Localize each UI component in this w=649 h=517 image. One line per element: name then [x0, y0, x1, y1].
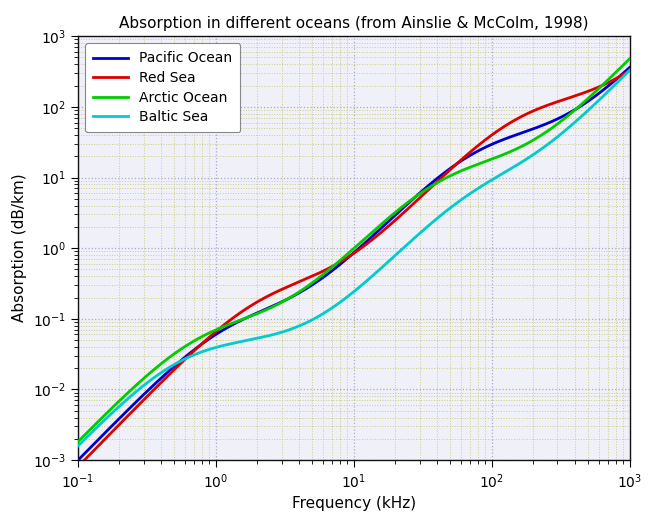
Red Sea	[609, 77, 617, 83]
Line: Arctic Ocean: Arctic Ocean	[78, 59, 630, 442]
Baltic Sea	[626, 67, 633, 73]
Red Sea	[609, 77, 617, 83]
Baltic Sea	[342, 295, 350, 301]
Arctic Ocean	[342, 252, 350, 258]
Pacific Ocean	[74, 457, 82, 463]
Arctic Ocean	[626, 56, 633, 62]
X-axis label: Frequency (kHz): Frequency (kHz)	[291, 496, 416, 511]
Title: Absorption in different oceans (from Ainslie & McColm, 1998): Absorption in different oceans (from Ain…	[119, 16, 589, 31]
Baltic Sea	[609, 83, 617, 89]
Arctic Ocean	[609, 71, 617, 78]
Legend: Pacific Ocean, Red Sea, Arctic Ocean, Baltic Sea: Pacific Ocean, Red Sea, Arctic Ocean, Ba…	[85, 43, 240, 132]
Baltic Sea	[609, 83, 617, 89]
Arctic Ocean	[508, 148, 516, 154]
Pacific Ocean	[508, 133, 516, 140]
Pacific Ocean	[328, 268, 336, 275]
Red Sea	[342, 255, 350, 262]
Line: Pacific Ocean: Pacific Ocean	[78, 68, 630, 460]
Red Sea	[508, 118, 516, 125]
Arctic Ocean	[609, 72, 617, 78]
Pacific Ocean	[609, 79, 617, 85]
Pacific Ocean	[609, 79, 617, 85]
Arctic Ocean	[102, 410, 110, 417]
Pacific Ocean	[342, 256, 350, 263]
Arctic Ocean	[74, 439, 82, 445]
Red Sea	[74, 464, 82, 470]
Line: Red Sea: Red Sea	[78, 70, 630, 467]
Pacific Ocean	[626, 65, 633, 71]
Red Sea	[102, 435, 110, 441]
Pacific Ocean	[102, 429, 110, 435]
Arctic Ocean	[328, 265, 336, 271]
Red Sea	[626, 67, 633, 73]
Baltic Sea	[74, 443, 82, 449]
Y-axis label: Absorption (dB/km): Absorption (dB/km)	[12, 174, 27, 323]
Line: Baltic Sea: Baltic Sea	[78, 70, 630, 446]
Baltic Sea	[102, 416, 110, 422]
Baltic Sea	[508, 165, 516, 171]
Red Sea	[328, 264, 336, 270]
Baltic Sea	[328, 305, 336, 311]
